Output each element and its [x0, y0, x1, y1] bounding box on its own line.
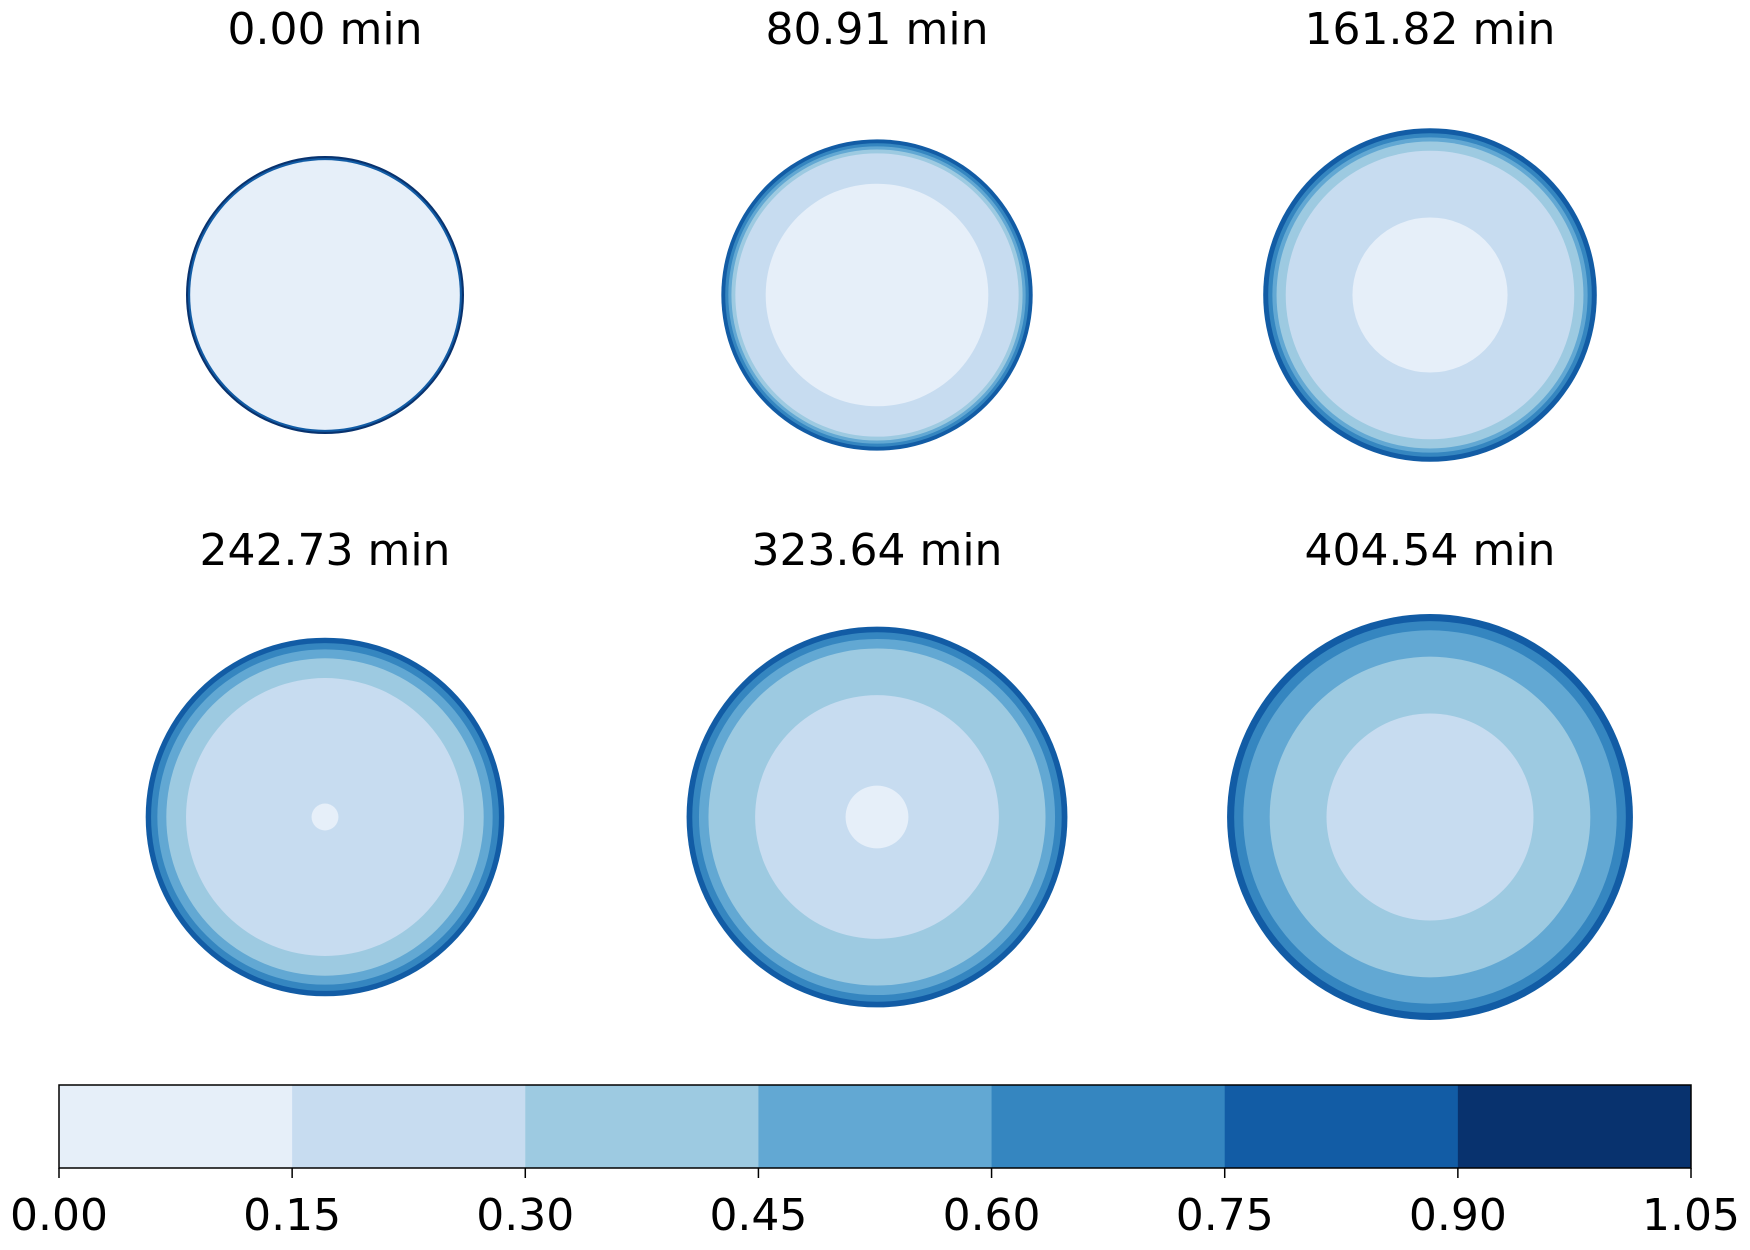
colorbar-tick-label: 0.75: [1176, 1190, 1274, 1241]
contour-ring: [190, 160, 460, 430]
panel-1: 0.00 min: [186, 4, 464, 434]
panel-title: 323.64 min: [752, 525, 1003, 576]
colorbar-tick-label: 0.45: [709, 1190, 807, 1241]
panel-title: 404.54 min: [1305, 525, 1556, 576]
colorbar-segment: [525, 1085, 759, 1168]
panel-4: 242.73 min: [145, 525, 505, 997]
panel-3: 161.82 min: [1263, 4, 1597, 462]
colorbar-tick-label: 1.05: [1642, 1190, 1740, 1241]
contour-ring: [765, 183, 989, 407]
colorbar-segment: [758, 1085, 993, 1168]
panel-6: 404.54 min: [1227, 525, 1633, 1020]
colorbar: 0.00 0.15 0.30 0.45 0.60 0.75 0.90 1.05: [10, 1084, 1740, 1241]
colorbar-tick-label: 0.15: [243, 1190, 341, 1241]
panel-title: 80.91 min: [766, 4, 989, 55]
colorbar-tick-label: 0.60: [943, 1190, 1041, 1241]
colorbar-segment: [991, 1085, 1226, 1168]
contour-ring: [845, 785, 909, 849]
panel-2: 80.91 min: [721, 4, 1033, 451]
colorbar-frame: [58, 1084, 1692, 1169]
panel-title: 161.82 min: [1305, 4, 1556, 55]
panel-5: 323.64 min: [686, 525, 1068, 1008]
colorbar-segment: [59, 1085, 293, 1168]
colorbar-tick-label: 0.30: [476, 1190, 574, 1241]
colorbar-segment: [292, 1085, 526, 1168]
contour-ring: [1352, 217, 1508, 373]
contour-ring: [311, 803, 339, 831]
panels: 0.00 min 80.91 min 161.82 min 242.73 min 323…: [145, 4, 1633, 1020]
colorbar-segment: [1224, 1085, 1459, 1168]
contour-ring: [1326, 713, 1534, 921]
colorbar-tick-label: 0.00: [10, 1190, 108, 1241]
colorbar-segment: [1457, 1085, 1692, 1168]
panel-title: 242.73 min: [200, 525, 451, 576]
colorbar-tick-label: 0.90: [1409, 1190, 1507, 1241]
panel-title: 0.00 min: [228, 4, 423, 55]
